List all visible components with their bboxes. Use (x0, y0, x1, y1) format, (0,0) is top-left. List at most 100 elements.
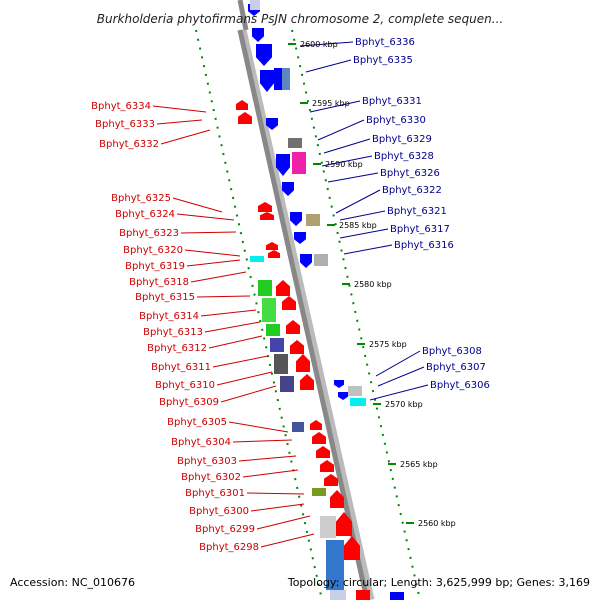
forward-gene-feature[interactable] (274, 354, 288, 374)
forward-gene-feature[interactable] (320, 516, 336, 538)
gene-label-bphyt_6323[interactable]: Bphyt_6323 (119, 228, 179, 239)
gene-label-bphyt_6334[interactable]: Bphyt_6334 (91, 101, 151, 112)
forward-gene-feature[interactable] (260, 212, 274, 220)
forward-gene-feature[interactable] (330, 590, 346, 600)
gene-label-bphyt_6328[interactable]: Bphyt_6328 (374, 151, 434, 162)
gene-label-bphyt_6311[interactable]: Bphyt_6311 (151, 362, 211, 373)
forward-gene-feature[interactable] (282, 296, 296, 310)
gene-label-bphyt_6313[interactable]: Bphyt_6313 (143, 327, 203, 338)
leader-line (196, 295, 251, 298)
gene-label-bphyt_6315[interactable]: Bphyt_6315 (135, 292, 195, 303)
leader-line (327, 172, 379, 183)
forward-gene-feature[interactable] (250, 0, 260, 10)
forward-gene-feature[interactable] (238, 112, 252, 124)
reverse-gene-feature[interactable] (338, 392, 348, 400)
gene-label-bphyt_6308[interactable]: Bphyt_6308 (422, 346, 482, 357)
forward-gene-feature[interactable] (344, 536, 360, 560)
gene-label-bphyt_6332[interactable]: Bphyt_6332 (99, 139, 159, 150)
forward-gene-feature[interactable] (300, 374, 314, 390)
gene-label-bphyt_6304[interactable]: Bphyt_6304 (171, 437, 231, 448)
gene-label-bphyt_6335[interactable]: Bphyt_6335 (353, 55, 413, 66)
forward-gene-feature[interactable] (236, 100, 248, 110)
gene-label-bphyt_6320[interactable]: Bphyt_6320 (123, 245, 183, 256)
reverse-gene-feature[interactable] (390, 592, 404, 600)
gene-label-bphyt_6309[interactable]: Bphyt_6309 (159, 397, 219, 408)
gene-features (236, 0, 404, 600)
reverse-gene-feature[interactable] (314, 254, 328, 266)
reverse-gene-feature[interactable] (290, 212, 302, 226)
gene-label-bphyt_6324[interactable]: Bphyt_6324 (115, 209, 175, 220)
forward-gene-feature[interactable] (336, 512, 352, 536)
forward-gene-feature[interactable] (262, 298, 276, 322)
gene-label-bphyt_6333[interactable]: Bphyt_6333 (95, 119, 155, 130)
gene-label-bphyt_6300[interactable]: Bphyt_6300 (189, 506, 249, 517)
gene-label-bphyt_6326[interactable]: Bphyt_6326 (380, 168, 440, 179)
forward-gene-feature[interactable] (320, 460, 334, 472)
forward-gene-feature[interactable] (312, 432, 326, 444)
forward-gene-feature[interactable] (268, 250, 280, 258)
reverse-gene-feature[interactable] (348, 386, 362, 396)
forward-gene-feature[interactable] (258, 280, 272, 296)
gene-label-bphyt_6314[interactable]: Bphyt_6314 (139, 311, 199, 322)
gene-label-bphyt_6336[interactable]: Bphyt_6336 (355, 37, 415, 48)
reverse-gene-feature[interactable] (306, 214, 320, 226)
reverse-gene-feature[interactable] (350, 398, 366, 406)
gene-label-bphyt_6306[interactable]: Bphyt_6306 (430, 380, 490, 391)
gene-label-bphyt_6310[interactable]: Bphyt_6310 (155, 380, 215, 391)
gene-label-bphyt_6301[interactable]: Bphyt_6301 (185, 488, 245, 499)
leader-line (256, 515, 311, 530)
reverse-gene-feature[interactable] (252, 28, 264, 42)
forward-gene-feature[interactable] (280, 376, 294, 392)
gene-label-bphyt_6312[interactable]: Bphyt_6312 (147, 343, 207, 354)
forward-gene-feature[interactable] (286, 320, 300, 334)
gene-label-bphyt_6318[interactable]: Bphyt_6318 (129, 277, 189, 288)
gene-label-bphyt_6329[interactable]: Bphyt_6329 (372, 134, 432, 145)
forward-gene-feature[interactable] (330, 490, 344, 508)
reverse-gene-feature[interactable] (260, 70, 274, 92)
gene-label-bphyt_6302[interactable]: Bphyt_6302 (181, 472, 241, 483)
gene-labels: Bphyt_6336 Bphyt_6335 Bphyt_6331 Bphyt_6330… (91, 37, 490, 553)
forward-gene-feature[interactable] (326, 540, 344, 590)
forward-gene-feature[interactable] (292, 422, 304, 432)
gene-label-bphyt_6303[interactable]: Bphyt_6303 (177, 456, 237, 467)
forward-gene-feature[interactable] (290, 340, 304, 354)
forward-gene-feature[interactable] (356, 590, 370, 600)
reverse-gene-feature[interactable] (266, 118, 278, 130)
gene-label-bphyt_6316[interactable]: Bphyt_6316 (394, 240, 454, 251)
summary-text: Topology: circular; Length: 3,625,999 bp… (287, 576, 590, 589)
leader-line (180, 231, 237, 234)
gene-label-bphyt_6305[interactable]: Bphyt_6305 (167, 417, 227, 428)
forward-gene-feature[interactable] (276, 280, 290, 296)
forward-gene-feature[interactable] (266, 242, 278, 250)
gene-label-bphyt_6299[interactable]: Bphyt_6299 (195, 524, 255, 535)
leader-line (250, 503, 305, 512)
forward-gene-feature[interactable] (312, 488, 326, 496)
reverse-gene-feature[interactable] (334, 380, 344, 388)
reverse-gene-feature[interactable] (256, 44, 272, 66)
forward-gene-feature[interactable] (270, 338, 284, 352)
gene-label-bphyt_6331[interactable]: Bphyt_6331 (362, 96, 422, 107)
forward-gene-feature[interactable] (250, 256, 264, 262)
reverse-gene-feature[interactable] (292, 152, 306, 174)
forward-gene-feature[interactable] (316, 446, 330, 458)
reverse-gene-feature[interactable] (276, 154, 290, 176)
reverse-gene-feature[interactable] (294, 232, 306, 244)
reverse-gene-feature[interactable] (282, 182, 294, 196)
leader-line (184, 249, 241, 257)
gene-label-bphyt_6307[interactable]: Bphyt_6307 (426, 362, 486, 373)
gene-label-bphyt_6325[interactable]: Bphyt_6325 (111, 193, 171, 204)
forward-gene-feature[interactable] (258, 202, 272, 212)
gene-label-bphyt_6330[interactable]: Bphyt_6330 (366, 115, 426, 126)
reverse-gene-feature[interactable] (282, 68, 290, 90)
reverse-gene-feature[interactable] (288, 138, 302, 148)
gene-label-bphyt_6321[interactable]: Bphyt_6321 (387, 206, 447, 217)
gene-label-bphyt_6322[interactable]: Bphyt_6322 (382, 185, 442, 196)
reverse-gene-feature[interactable] (300, 254, 312, 268)
gene-label-bphyt_6317[interactable]: Bphyt_6317 (390, 224, 450, 235)
forward-gene-feature[interactable] (296, 354, 310, 372)
forward-gene-feature[interactable] (310, 420, 322, 430)
forward-gene-feature[interactable] (324, 474, 338, 486)
gene-label-bphyt_6298[interactable]: Bphyt_6298 (199, 542, 259, 553)
gene-label-bphyt_6319[interactable]: Bphyt_6319 (125, 261, 185, 272)
forward-gene-feature[interactable] (266, 324, 280, 336)
